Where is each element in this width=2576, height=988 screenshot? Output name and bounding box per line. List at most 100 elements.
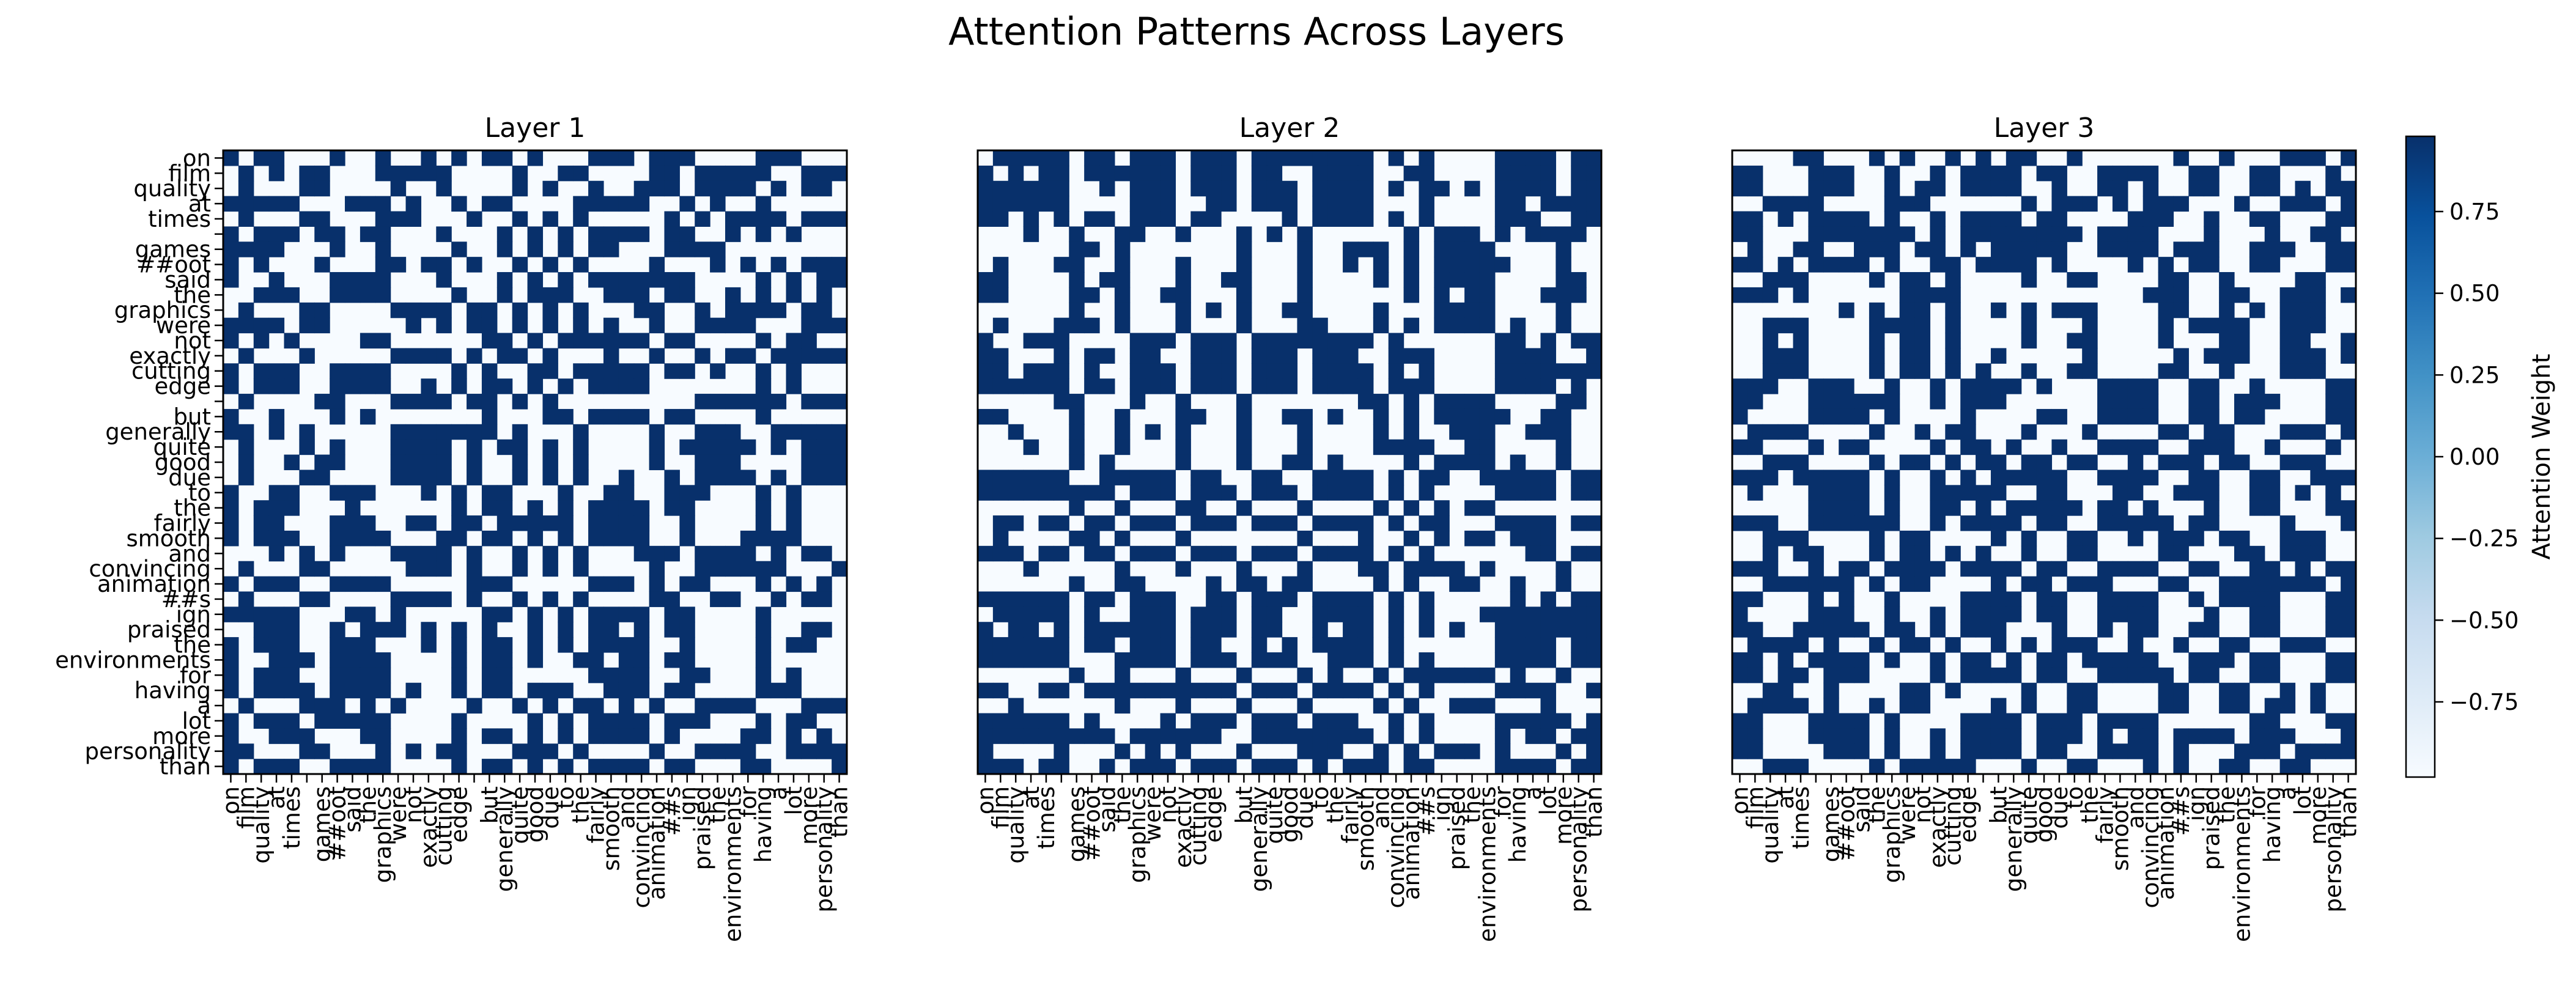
- heatmap-cell: [1823, 667, 1839, 684]
- heatmap-cell: [816, 394, 832, 410]
- y-tick-label: personality: [85, 739, 211, 765]
- heatmap-cell: [1884, 211, 1900, 227]
- heatmap-cell: [1586, 363, 1602, 379]
- heatmap-cell: [2158, 530, 2174, 547]
- heatmap-cell: [1403, 348, 1420, 364]
- heatmap-cell: [1494, 728, 1511, 744]
- heatmap-cell: [1419, 515, 1434, 531]
- x-tick-label: times: [1033, 786, 1060, 849]
- heatmap-cell: [1525, 226, 1541, 242]
- heatmap-cell: [1297, 424, 1313, 440]
- heatmap-cell: [1747, 378, 1763, 394]
- heatmap-cell: [527, 363, 544, 379]
- heatmap-cell: [2295, 759, 2311, 775]
- heatmap-cell: [1945, 485, 1961, 501]
- heatmap-cell: [1884, 743, 1900, 759]
- heatmap-cell: [390, 591, 407, 607]
- heatmap-cell: [1556, 743, 1571, 759]
- heatmap-cell: [1008, 150, 1024, 166]
- y-tick-label: film: [168, 160, 211, 186]
- heatmap-cell: [1099, 515, 1115, 531]
- heatmap-cell: [1357, 637, 1374, 653]
- heatmap-cell: [1221, 150, 1237, 166]
- heatmap-cell: [2067, 698, 2083, 714]
- heatmap-cell: [603, 241, 619, 257]
- heatmap-cell: [992, 470, 1009, 485]
- heatmap-cell: [1084, 682, 1100, 699]
- heatmap-cell: [1129, 652, 1146, 668]
- heatmap-cell: [314, 394, 330, 410]
- heatmap-cell: [832, 272, 847, 288]
- heatmap-cell: [1839, 378, 1854, 394]
- heatmap-cell: [1419, 348, 1434, 364]
- heatmap-cell: [1388, 606, 1404, 622]
- heatmap-cell: [1540, 226, 1556, 242]
- heatmap-cell: [1023, 652, 1039, 668]
- heatmap-cell: [2142, 226, 2159, 242]
- heatmap-cell: [588, 515, 604, 531]
- heatmap-cell: [1357, 196, 1374, 212]
- heatmap-cell: [2310, 302, 2326, 319]
- heatmap-cell: [1266, 180, 1283, 197]
- heatmap-cell: [1251, 576, 1268, 592]
- heatmap-cell: [390, 470, 407, 485]
- heatmap-cell: [330, 622, 345, 638]
- heatmap-cell: [223, 226, 239, 242]
- heatmap-cell: [496, 759, 513, 775]
- y-tick-label: praised: [127, 617, 211, 643]
- heatmap-cell: [1960, 165, 1976, 182]
- heatmap-cell: [2295, 363, 2311, 379]
- heatmap-cell: [238, 394, 254, 410]
- heatmap-cell: [2127, 241, 2144, 257]
- x-tick-label: ##oot: [1079, 786, 1105, 861]
- heatmap-cell: [2264, 439, 2281, 455]
- heatmap-cell: [1054, 682, 1069, 699]
- heatmap-cell: [816, 302, 832, 319]
- y-tick-label: for: [180, 662, 212, 688]
- heatmap-cell: [573, 317, 589, 334]
- heatmap-cell: [1945, 637, 1961, 653]
- heatmap-cell: [1884, 408, 1900, 425]
- heatmap-cell: [2127, 394, 2144, 410]
- heatmap-cell: [1914, 348, 1931, 364]
- heatmap-cell: [345, 713, 361, 729]
- heatmap-cell: [436, 226, 452, 242]
- heatmap-cell: [695, 394, 710, 410]
- heatmap-cell: [2325, 408, 2341, 425]
- heatmap-cell: [314, 317, 330, 334]
- y-tick-label: to: [188, 480, 211, 506]
- heatmap-cell: [1869, 637, 1885, 653]
- heatmap-cell: [1869, 241, 1885, 257]
- heatmap-cell: [2249, 591, 2265, 607]
- heatmap-cell: [1373, 759, 1389, 775]
- heatmap-cell: [1510, 606, 1526, 622]
- heatmap-cell: [1990, 257, 2007, 273]
- heatmap-cell: [1899, 545, 1916, 562]
- y-tick-label: ign: [176, 602, 211, 628]
- heatmap-cell: [223, 682, 239, 699]
- heatmap-cell: [284, 500, 300, 516]
- heatmap-cell: [755, 500, 772, 516]
- heatmap-cell: [1777, 637, 1794, 653]
- heatmap-cell: [1343, 257, 1359, 273]
- heatmap-cell: [1510, 591, 1526, 607]
- heatmap-cell: [618, 485, 635, 501]
- x-tick-label: ##s: [1414, 786, 1440, 836]
- heatmap-cell: [1494, 606, 1511, 622]
- x-tick-label: ign: [674, 786, 701, 821]
- heatmap-cell: [1084, 591, 1100, 607]
- heatmap-cell: [1038, 470, 1054, 485]
- heatmap-cell: [1434, 408, 1450, 425]
- heatmap-cell: [1297, 408, 1313, 425]
- heatmap-cell: [588, 363, 604, 379]
- heatmap-cell: [2051, 728, 2067, 744]
- heatmap-cell: [1343, 378, 1359, 394]
- heatmap-cell: [1327, 333, 1343, 349]
- heatmap-cell: [451, 500, 467, 516]
- heatmap-cell: [801, 317, 817, 334]
- y-tick-label: at: [188, 191, 211, 217]
- heatmap-cell: [2341, 743, 2356, 759]
- heatmap-cell: [375, 211, 391, 227]
- heatmap-cell: [542, 470, 558, 485]
- heatmap-cell: [2204, 211, 2220, 227]
